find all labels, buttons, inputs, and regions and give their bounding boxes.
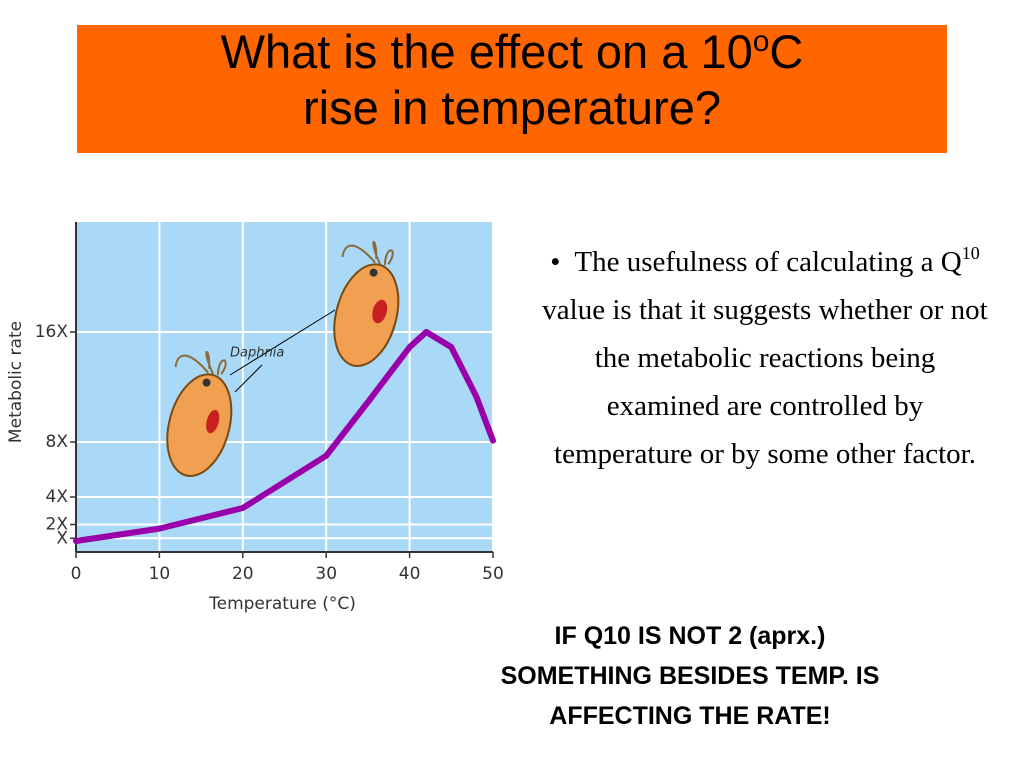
title-text: rise in temperature? — [303, 81, 721, 134]
conclusion-line: AFFECTING THE RATE! — [549, 702, 831, 730]
x-tick-label: 0 — [71, 564, 82, 584]
bullet-list: The usefulness of calculating a Q10 valu… — [540, 238, 990, 478]
x-tick-label: 20 — [232, 564, 254, 584]
slide-title: What is the effect on a 10oC rise in temp… — [77, 24, 947, 136]
title-banner — [77, 25, 947, 153]
x-tick-label: 10 — [149, 564, 171, 584]
y-tick-label: 4X — [46, 487, 69, 507]
x-axis-label: Temperature (°C) — [208, 594, 356, 614]
x-tick-label: 50 — [482, 564, 504, 584]
bullet: The usefulness of calculating a Q10 valu… — [540, 238, 990, 478]
plot-background — [76, 222, 493, 552]
y-tick-label: 2X — [46, 515, 69, 535]
chart: 0 10 20 30 40 50 X2X 4X 8X 16X Temperature (°C) Met… — [6, 222, 504, 614]
pointer — [234, 364, 263, 393]
bullet-text: The usefulness of calculating a Q — [574, 246, 962, 278]
bullet-sup: 10 — [961, 243, 980, 263]
illustration: Daphnia — [166, 240, 400, 477]
bullet-text: value is that it suggests whether or not… — [542, 294, 988, 470]
y-axis-label: Metabolic rate — [6, 321, 26, 443]
data-line — [73, 329, 496, 544]
y-tick-label: 16X — [35, 322, 69, 342]
title-sup: o — [752, 25, 770, 58]
title-text: C — [769, 25, 804, 78]
conclusion: IF Q10 IS NOT 2 (aprx.) SOMETHING BESIDES… — [410, 616, 970, 736]
daphnia — [333, 240, 400, 367]
y-tick-label: 8X — [46, 432, 69, 452]
daphnia — [166, 350, 233, 477]
annotation: Daphnia — [230, 346, 284, 361]
x-tick-label: 30 — [315, 564, 337, 584]
y-tick-label: X — [56, 528, 68, 548]
x-tick-label: 40 — [399, 564, 421, 584]
conclusion-line: SOMETHING BESIDES TEMP. IS — [500, 662, 880, 690]
title-text: What is the effect on a 10 — [220, 25, 753, 78]
pointer — [229, 309, 336, 376]
conclusion-line: IF Q10 IS NOT 2 (aprx.) — [554, 622, 826, 650]
